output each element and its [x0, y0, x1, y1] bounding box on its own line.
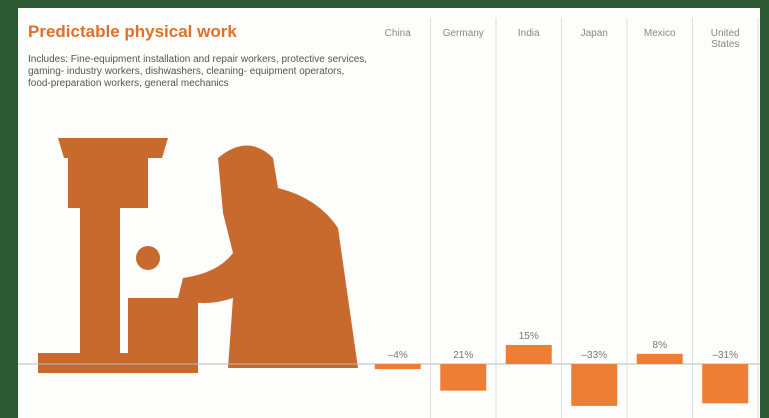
chuck — [136, 246, 160, 270]
chart-title: Predictable physical work — [28, 22, 237, 41]
category-label: China — [384, 28, 411, 39]
bar — [571, 364, 618, 406]
chart: –4% 21% 15% –33% 8% –31% — [18, 18, 760, 418]
value-label: 21% — [453, 350, 473, 361]
bar — [702, 364, 749, 404]
value-label: 8% — [653, 340, 668, 351]
category-label: India — [517, 28, 540, 39]
bar — [636, 353, 683, 364]
bar — [440, 364, 487, 391]
category-label: Japan — [580, 28, 608, 39]
drill-column — [80, 208, 120, 368]
drill-base — [38, 353, 198, 373]
value-label: 15% — [519, 331, 539, 342]
bar — [374, 364, 421, 370]
value-label: –33% — [581, 350, 607, 361]
category-label: Germany — [442, 28, 484, 39]
value-label: –31% — [712, 350, 738, 361]
drill-motor — [68, 158, 148, 208]
category-label: Mexico — [643, 28, 676, 39]
drill-head — [58, 138, 168, 158]
category-label: United States — [710, 28, 740, 50]
bar — [505, 344, 552, 364]
chart-subtitle: Includes: Fine-equipment installation an… — [28, 54, 368, 89]
worker — [178, 145, 358, 368]
panel: –4% 21% 15% –33% 8% –31% Predictable physical… — [18, 8, 760, 418]
vise — [128, 298, 198, 353]
value-label: –4% — [388, 350, 408, 361]
illustration — [38, 138, 358, 373]
